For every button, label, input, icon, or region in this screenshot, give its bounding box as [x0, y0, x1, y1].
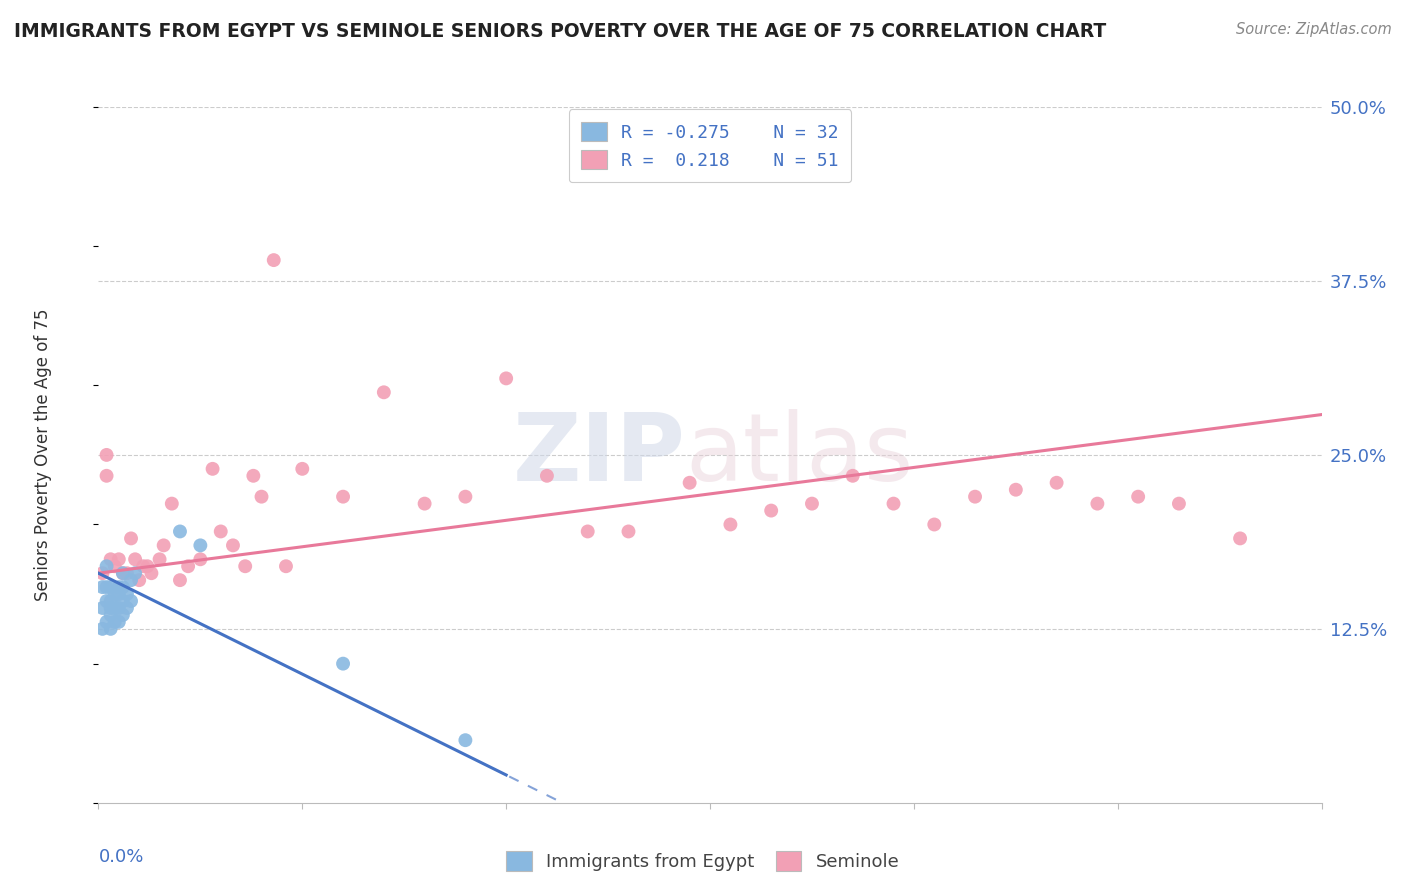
Legend: R = -0.275    N = 32, R =  0.218    N = 51: R = -0.275 N = 32, R = 0.218 N = 51 — [569, 109, 851, 182]
Point — [124, 552, 146, 566]
Point — [1004, 483, 1026, 497]
Point — [115, 566, 138, 581]
Point — [111, 594, 134, 608]
Point — [120, 573, 142, 587]
Point — [111, 566, 134, 581]
Point — [679, 475, 702, 490]
Point — [96, 594, 118, 608]
Point — [100, 580, 122, 594]
Point — [100, 622, 122, 636]
Point — [291, 462, 314, 476]
Text: 0.0%: 0.0% — [98, 848, 143, 866]
Point — [1167, 497, 1189, 511]
Point — [100, 552, 122, 566]
Point — [720, 517, 742, 532]
Point — [120, 532, 142, 546]
Point — [332, 490, 354, 504]
Point — [274, 559, 297, 574]
Point — [149, 552, 172, 566]
Point — [761, 503, 783, 517]
Point — [495, 371, 517, 385]
Point — [91, 580, 114, 594]
Point — [96, 448, 118, 462]
Point — [332, 657, 354, 671]
Point — [104, 587, 127, 601]
Point — [152, 538, 174, 552]
Point — [222, 538, 245, 552]
Point — [413, 497, 436, 511]
Point — [617, 524, 640, 539]
Point — [1229, 532, 1251, 546]
Point — [841, 468, 863, 483]
Point — [922, 517, 945, 532]
Point — [1128, 490, 1150, 504]
Point — [201, 462, 224, 476]
Point — [1085, 497, 1108, 511]
Point — [124, 566, 146, 581]
Point — [233, 559, 256, 574]
Point — [128, 573, 150, 587]
Point — [965, 490, 987, 504]
Point — [177, 559, 200, 574]
Point — [188, 552, 212, 566]
Point — [100, 607, 122, 622]
Point — [115, 587, 138, 601]
Point — [576, 524, 599, 539]
Text: Source: ZipAtlas.com: Source: ZipAtlas.com — [1236, 22, 1392, 37]
Point — [209, 524, 232, 539]
Point — [120, 594, 142, 608]
Text: atlas: atlas — [686, 409, 914, 501]
Point — [108, 587, 131, 601]
Point — [100, 601, 122, 615]
Point — [141, 566, 163, 581]
Point — [160, 497, 183, 511]
Point — [136, 559, 159, 574]
Point — [169, 573, 191, 587]
Point — [108, 552, 131, 566]
Point — [801, 497, 824, 511]
Point — [96, 559, 118, 574]
Point — [111, 607, 134, 622]
Point — [96, 615, 118, 629]
Legend: Immigrants from Egypt, Seminole: Immigrants from Egypt, Seminole — [499, 844, 907, 879]
Point — [111, 566, 134, 581]
Point — [91, 622, 114, 636]
Point — [111, 580, 134, 594]
Point — [96, 468, 118, 483]
Text: IMMIGRANTS FROM EGYPT VS SEMINOLE SENIORS POVERTY OVER THE AGE OF 75 CORRELATION: IMMIGRANTS FROM EGYPT VS SEMINOLE SENIOR… — [14, 22, 1107, 41]
Point — [188, 538, 212, 552]
Point — [250, 490, 273, 504]
Point — [104, 615, 127, 629]
Point — [263, 253, 285, 268]
Point — [100, 594, 122, 608]
Point — [108, 580, 131, 594]
Point — [132, 559, 155, 574]
Point — [536, 468, 558, 483]
Point — [91, 601, 114, 615]
Point — [883, 497, 905, 511]
Point — [104, 601, 127, 615]
Point — [115, 601, 138, 615]
Point — [454, 490, 477, 504]
Point — [454, 733, 477, 747]
Text: ZIP: ZIP — [513, 409, 686, 501]
Point — [104, 559, 127, 574]
Point — [108, 601, 131, 615]
Point — [373, 385, 395, 400]
Point — [1045, 475, 1069, 490]
Point — [169, 524, 191, 539]
Point — [96, 580, 118, 594]
Point — [242, 468, 264, 483]
Point — [108, 615, 131, 629]
Point — [91, 566, 114, 581]
Text: Seniors Poverty Over the Age of 75: Seniors Poverty Over the Age of 75 — [34, 309, 52, 601]
